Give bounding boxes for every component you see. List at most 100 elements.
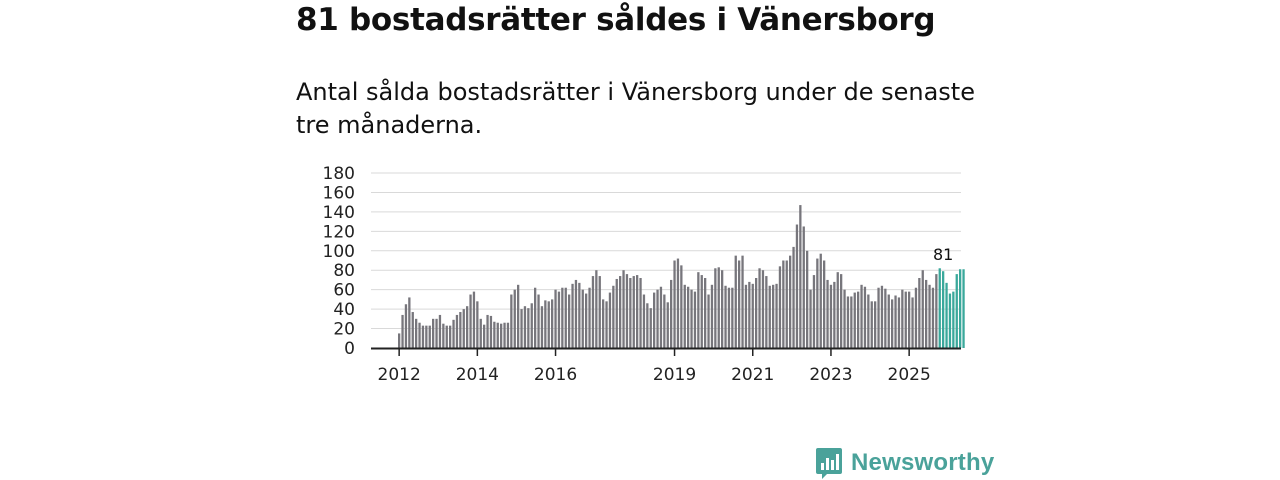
bar <box>877 287 880 348</box>
bar <box>625 274 629 348</box>
bar <box>683 284 686 348</box>
x-tick-label: 2025 <box>888 365 931 385</box>
bar <box>853 292 856 348</box>
bar <box>721 270 724 348</box>
bar <box>421 325 425 348</box>
data-label-latest: 81 <box>933 245 953 264</box>
bar <box>500 323 503 348</box>
y-tick-label: 180 <box>323 164 355 184</box>
bar <box>636 275 639 348</box>
bar <box>476 301 479 348</box>
bar <box>948 293 952 348</box>
bar <box>455 314 459 348</box>
x-tick-label: 2023 <box>809 365 852 385</box>
bar <box>755 278 758 348</box>
brand-logo[interactable]: Newsworthy <box>815 446 994 480</box>
bar <box>483 324 486 348</box>
bar <box>904 291 907 348</box>
bar <box>489 315 493 348</box>
bar <box>544 300 547 348</box>
bar <box>612 285 615 348</box>
x-tick-label: 2019 <box>653 365 696 385</box>
bar <box>595 270 598 348</box>
bar <box>717 267 720 348</box>
brand-name: Newsworthy <box>851 449 995 476</box>
bar <box>547 301 550 348</box>
bar <box>622 270 625 348</box>
bar <box>785 260 788 348</box>
bar <box>619 276 622 348</box>
bar <box>459 312 462 348</box>
bar <box>663 294 666 348</box>
bar <box>632 276 635 348</box>
bar <box>574 279 578 348</box>
bar <box>469 294 472 348</box>
bar <box>602 299 605 348</box>
bar <box>823 260 826 348</box>
bar <box>911 297 914 348</box>
bar <box>398 333 401 348</box>
bar <box>925 279 928 348</box>
y-tick-label: 120 <box>323 222 355 242</box>
bar <box>551 299 554 348</box>
bar <box>438 314 442 348</box>
bar <box>734 255 737 348</box>
bar <box>629 278 632 348</box>
y-tick-label: 80 <box>333 261 355 281</box>
bar <box>778 266 782 348</box>
bar <box>955 274 958 348</box>
bar <box>931 287 935 348</box>
bar <box>415 318 418 348</box>
bar <box>935 274 938 348</box>
bar-series <box>398 205 965 348</box>
bar <box>836 272 839 348</box>
bar <box>435 318 438 348</box>
y-tick-label: 20 <box>333 320 355 340</box>
bar <box>646 303 649 348</box>
y-tick-label: 140 <box>323 203 355 223</box>
bar <box>503 322 506 348</box>
bar <box>938 268 941 348</box>
bar <box>806 250 809 348</box>
bar <box>411 312 414 348</box>
bar <box>642 294 646 348</box>
bar <box>714 268 717 348</box>
bar <box>659 286 663 348</box>
bar <box>704 278 707 348</box>
bar <box>510 294 513 348</box>
x-tick-label: 2014 <box>456 365 499 385</box>
bar <box>517 284 520 348</box>
bar <box>676 258 680 348</box>
chart-subtitle: Antal sålda bostadsrätter i Vänersborg u… <box>296 78 975 139</box>
bar <box>914 287 918 348</box>
bar <box>918 278 921 348</box>
bar <box>513 289 516 348</box>
bar <box>428 325 431 348</box>
bar <box>833 281 836 348</box>
bar <box>867 294 870 348</box>
bar <box>840 274 843 348</box>
bar <box>880 285 884 348</box>
bar <box>928 284 931 348</box>
y-tick-label: 0 <box>344 339 355 359</box>
bar <box>540 306 544 348</box>
y-tick-label: 160 <box>323 183 355 203</box>
bar <box>795 224 799 348</box>
bar <box>591 276 595 348</box>
bar <box>891 299 894 348</box>
bar <box>537 294 540 348</box>
bar <box>425 325 428 348</box>
bar <box>959 269 962 348</box>
bar <box>727 287 731 348</box>
bar <box>761 270 765 348</box>
bar <box>741 255 744 348</box>
bar <box>418 322 421 348</box>
bar <box>401 314 404 348</box>
bar <box>775 283 778 348</box>
bar <box>581 289 584 348</box>
bar <box>819 253 822 348</box>
bar <box>564 287 567 348</box>
bar <box>615 278 618 348</box>
bar <box>802 226 805 348</box>
